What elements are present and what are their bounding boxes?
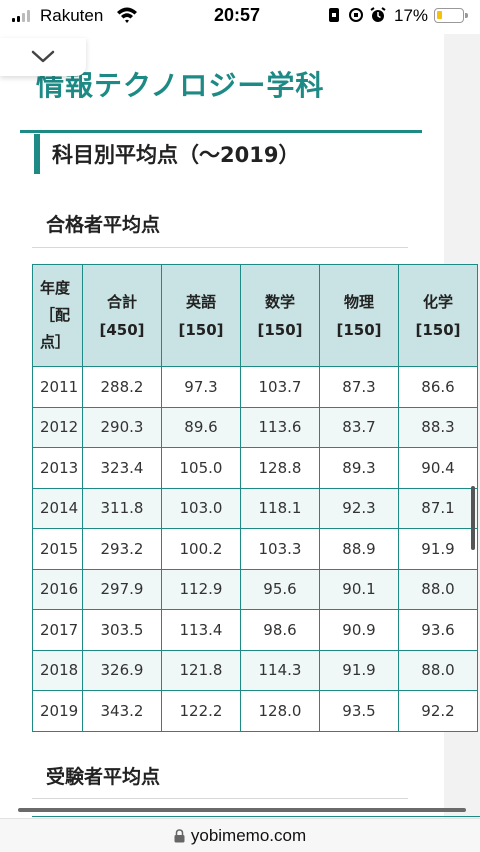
cell-chemistry: 86.6	[398, 366, 478, 408]
cell-english: 103.0	[161, 487, 241, 529]
cell-total: 293.2	[82, 528, 162, 570]
passers-divider	[32, 247, 408, 248]
cell-chemistry: 88.0	[398, 568, 478, 610]
cell-chemistry: 91.9	[398, 528, 478, 570]
cell-chemistry: 92.2	[398, 690, 478, 732]
cell-chemistry: 88.0	[398, 649, 478, 691]
table-header-row: 年度 ［配 点］ 合計 [450] 英語 [150] 数学 [150] 物理 [150] 化…	[32, 264, 478, 367]
cell-total: 288.2	[82, 366, 162, 408]
wifi-icon	[117, 7, 137, 23]
table-row: 2017 303.5 113.4 98.6 90.9 93.6	[32, 609, 478, 651]
cell-total: 326.9	[82, 649, 162, 691]
header-chemistry: 化学 [150]	[398, 264, 478, 367]
cell-physics: 87.3	[319, 366, 399, 408]
url-text: yobimemo.com	[190, 825, 307, 845]
cell-physics: 92.3	[319, 487, 399, 529]
cell-year: 2019	[32, 690, 83, 732]
cell-physics: 90.1	[319, 568, 399, 610]
cell-english: 112.9	[161, 568, 241, 610]
examinees-divider	[32, 798, 408, 799]
table-row: 2012 290.3 89.6 113.6 83.7 88.3	[32, 406, 478, 448]
cell-math: 98.6	[240, 609, 320, 651]
cell-physics: 88.9	[319, 528, 399, 570]
examinees-heading: 受験者平均点	[46, 766, 161, 788]
title-divider	[20, 130, 422, 133]
table-row: 2013 323.4 105.0 128.8 89.3 90.4	[32, 447, 478, 489]
cell-year: 2011	[32, 366, 83, 408]
cell-math: 103.7	[240, 366, 320, 408]
table-row: 2015 293.2 100.2 103.3 88.9 91.9	[32, 528, 478, 570]
score-table: 年度 ［配 点］ 合計 [450] 英語 [150] 数学 [150] 物理 [150] 化…	[32, 264, 478, 732]
cell-english: 105.0	[161, 447, 241, 489]
cell-math: 113.6	[240, 406, 320, 448]
collapse-button[interactable]	[0, 38, 86, 76]
cell-year: 2017	[32, 609, 83, 651]
next-table-edge	[32, 816, 480, 818]
alarm-icon	[370, 7, 386, 22]
cell-math: 118.1	[240, 487, 320, 529]
passers-heading: 合格者平均点	[46, 214, 161, 236]
cell-year: 2013	[32, 447, 83, 489]
cell-math: 128.0	[240, 690, 320, 732]
web-page: 情報テクノロジー学科 科目別平均点（〜2019） 合格者平均点 年度 ［配 点］ 合…	[0, 34, 480, 818]
cell-english: 97.3	[161, 366, 241, 408]
cell-year: 2012	[32, 406, 83, 448]
cell-chemistry: 88.3	[398, 406, 478, 448]
cell-math: 114.3	[240, 649, 320, 691]
lock-icon	[174, 828, 185, 842]
cell-chemistry: 87.1	[398, 487, 478, 529]
cell-chemistry: 93.6	[398, 609, 478, 651]
header-math: 数学 [150]	[240, 264, 320, 367]
header-year: 年度 ［配 点］	[32, 264, 83, 367]
table-row: 2011 288.2 97.3 103.7 87.3 86.6	[32, 366, 478, 408]
cell-english: 121.8	[161, 649, 241, 691]
cell-year: 2016	[32, 568, 83, 610]
cell-english: 122.2	[161, 690, 241, 732]
clock: 20:57	[214, 5, 261, 25]
table-row: 2016 297.9 112.9 95.6 90.1 88.0	[32, 568, 478, 610]
battery-icon	[434, 8, 468, 23]
carrier-name: Rakuten	[40, 6, 104, 25]
cell-math: 95.6	[240, 568, 320, 610]
table-row: 2014 311.8 103.0 118.1 92.3 87.1	[32, 487, 478, 529]
portrait-lock-icon	[329, 8, 339, 22]
header-total: 合計 [450]	[82, 264, 162, 367]
address-bar[interactable]: yobimemo.com	[0, 818, 480, 852]
table-row: 2019 343.2 122.2 128.0 93.5 92.2	[32, 690, 478, 732]
status-bar: Rakuten 20:57 17%	[0, 0, 480, 34]
cell-total: 323.4	[82, 447, 162, 489]
cell-physics: 83.7	[319, 406, 399, 448]
signal-icon	[12, 10, 30, 22]
cell-total: 343.2	[82, 690, 162, 732]
orientation-lock-icon	[349, 8, 363, 22]
cell-total: 297.9	[82, 568, 162, 610]
cell-english: 113.4	[161, 609, 241, 651]
vertical-scrollbar-thumb[interactable]	[471, 486, 475, 550]
cell-physics: 91.9	[319, 649, 399, 691]
cell-year: 2014	[32, 487, 83, 529]
section-heading: 科目別平均点（〜2019）	[34, 134, 299, 174]
site-title: 情報テクノロジー学科	[36, 69, 325, 102]
battery-percent: 17%	[394, 6, 429, 25]
header-english: 英語 [150]	[161, 264, 241, 367]
cell-total: 311.8	[82, 487, 162, 529]
cell-math: 103.3	[240, 528, 320, 570]
cell-physics: 93.5	[319, 690, 399, 732]
cell-total: 303.5	[82, 609, 162, 651]
cell-chemistry: 90.4	[398, 447, 478, 489]
horizontal-scrollbar[interactable]	[18, 808, 466, 812]
cell-english: 100.2	[161, 528, 241, 570]
cell-english: 89.6	[161, 406, 241, 448]
cell-year: 2015	[32, 528, 83, 570]
cell-physics: 90.9	[319, 609, 399, 651]
table-row: 2018 326.9 121.8 114.3 91.9 88.0	[32, 649, 478, 691]
cell-year: 2018	[32, 649, 83, 691]
cell-physics: 89.3	[319, 447, 399, 489]
header-physics: 物理 [150]	[319, 264, 399, 367]
chevron-down-icon	[31, 50, 55, 63]
cell-total: 290.3	[82, 406, 162, 448]
cell-math: 128.8	[240, 447, 320, 489]
